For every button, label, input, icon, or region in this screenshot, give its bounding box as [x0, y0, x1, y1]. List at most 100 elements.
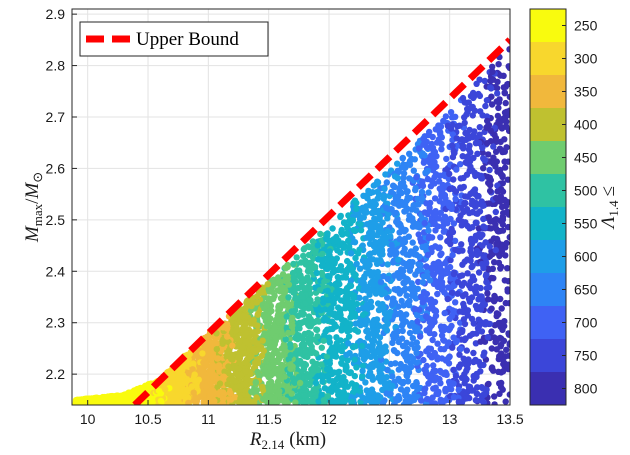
scatter-point [472, 397, 480, 404]
scatter-point [495, 259, 503, 266]
scatter-point [479, 242, 486, 249]
scatter-point [287, 301, 294, 309]
scatter-point [500, 115, 507, 122]
scatter-point [390, 347, 398, 354]
scatter-point [468, 263, 475, 271]
scatter-point [275, 307, 282, 314]
scatter-point [421, 389, 428, 397]
scatter-point [506, 93, 510, 101]
scatter-point [414, 318, 421, 325]
scatter-point [389, 382, 396, 390]
scatter-point [431, 173, 438, 181]
scatter-point [394, 175, 401, 182]
scatter-point [241, 359, 249, 366]
scatter-point [462, 129, 469, 137]
scatter-point [467, 104, 475, 112]
scatter-point [460, 300, 467, 308]
scatter-point [503, 208, 510, 215]
scatter-point [474, 324, 482, 332]
scatter-point [227, 396, 235, 403]
scatter-point [421, 152, 428, 159]
scatter-point [481, 224, 489, 231]
scatter-point [328, 237, 335, 245]
scatter-point [504, 265, 510, 272]
scatter-point [388, 188, 395, 196]
scatter-point [426, 208, 433, 215]
scatter-point [202, 360, 209, 367]
scatter-point [443, 155, 450, 163]
scatter-point [427, 183, 435, 190]
scatter-point [333, 375, 341, 383]
scatter-point [391, 183, 398, 191]
scatter-point [253, 293, 261, 300]
scatter-point [495, 104, 502, 112]
scatter-point [306, 381, 313, 389]
scatter-point [419, 243, 426, 251]
scatter-point [289, 363, 296, 370]
scatter-point [352, 271, 359, 279]
scatter-point [315, 256, 322, 263]
scatter-point [400, 350, 407, 358]
scatter-point [462, 193, 469, 200]
scatter-point [493, 235, 501, 243]
scatter-point [285, 281, 293, 288]
scatter-point [435, 127, 443, 135]
scatter-point [359, 394, 366, 401]
scatter-point [347, 282, 355, 289]
scatter-point [476, 139, 483, 147]
scatter-point [449, 228, 457, 236]
scatter-point [491, 259, 498, 266]
scatter-point [296, 357, 304, 365]
scatter-point [468, 387, 475, 394]
scatter-point [387, 390, 394, 397]
scatter-point [495, 311, 502, 318]
scatter-point [429, 305, 437, 313]
scatter-point [426, 277, 434, 284]
scatter-point [394, 160, 401, 167]
scatter-point [389, 373, 396, 380]
scatter-point [503, 362, 510, 369]
scatter-point [401, 245, 408, 253]
scatter-point [259, 383, 266, 390]
scatter-point [384, 261, 391, 268]
scatter-point [501, 164, 509, 171]
scatter-point [449, 251, 456, 259]
scatter-point [404, 345, 411, 353]
scatter-point [362, 317, 370, 325]
scatter-point [482, 102, 489, 110]
scatter-point [460, 208, 467, 216]
scatter-point [429, 336, 436, 344]
scatter-point [363, 234, 370, 241]
scatter-point [377, 257, 384, 265]
scatter-point [241, 331, 248, 339]
scatter-point [384, 275, 391, 283]
scatter-point [299, 335, 307, 343]
scatter-point [450, 394, 458, 401]
scatter-point [193, 352, 200, 359]
scatter-point [211, 397, 218, 405]
scatter-point [499, 368, 507, 375]
scatter-point [404, 378, 412, 385]
scatter-point [465, 146, 473, 153]
scatter-point [400, 287, 407, 294]
scatter-point [368, 337, 376, 344]
scatter-point [501, 90, 508, 97]
scatter-point [480, 352, 487, 359]
scatter-point [417, 333, 424, 340]
scatter-point [481, 77, 488, 85]
scatter-point [433, 374, 440, 381]
scatter-point [352, 382, 360, 389]
scatter-point [421, 219, 428, 227]
scatter-point [488, 364, 496, 371]
scatter-point [499, 172, 506, 179]
scatter-point [499, 221, 506, 228]
scatter-point [458, 241, 465, 248]
scatter-point [460, 316, 468, 323]
scatter-point [330, 300, 337, 307]
scatter-point [321, 278, 328, 285]
scatter-point [271, 395, 278, 403]
scatter-point [337, 249, 344, 256]
scatter-point [343, 324, 350, 332]
scatter-point [502, 99, 509, 107]
